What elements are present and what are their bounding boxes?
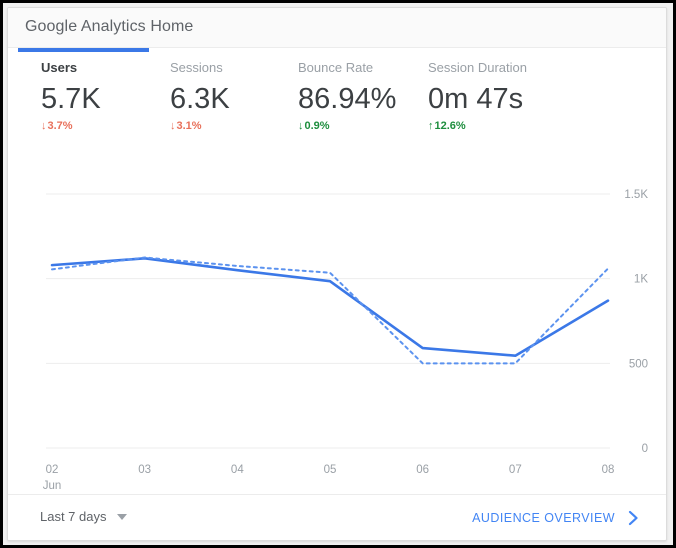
x-axis-tick-label: 07	[509, 464, 522, 476]
y-axis-tick-label: 1.5K	[624, 189, 648, 201]
analytics-card: Google Analytics Home Users 5.7K ↓3.7% Sess…	[7, 7, 667, 541]
audience-overview-label: AUDIENCE OVERVIEW	[472, 511, 615, 525]
y-axis-tick-label: 0	[642, 443, 648, 455]
x-axis-tick-label: 03	[138, 464, 151, 476]
metric-value: 5.7K	[41, 83, 101, 115]
x-axis-tick-label: 02	[46, 464, 59, 476]
metric-delta-value: 0.9%	[304, 120, 330, 132]
audience-overview-link[interactable]: AUDIENCE OVERVIEW	[472, 509, 640, 527]
arrow-down-icon: ↓	[298, 120, 304, 132]
x-axis-month-label: Jun	[43, 480, 62, 492]
metric-label: Session Duration	[428, 60, 527, 75]
chart-series-previous	[51, 256, 609, 365]
date-range-selector[interactable]: Last 7 days	[40, 509, 127, 524]
metric-label: Sessions	[170, 60, 223, 75]
metric-delta: ↓3.7%	[41, 120, 101, 133]
metrics-row: Users 5.7K ↓3.7% Sessions 6.3K ↓3.1% Bounce Ra…	[8, 60, 666, 158]
metric-delta: ↓0.9%	[298, 120, 396, 133]
metric-card-users[interactable]: Users 5.7K ↓3.7%	[41, 60, 101, 133]
y-axis-tick-label: 500	[629, 358, 648, 370]
chevron-right-icon	[627, 509, 640, 527]
x-axis-tick-label: 06	[416, 464, 429, 476]
metric-card-sessions[interactable]: Sessions 6.3K ↓3.1%	[170, 60, 230, 133]
metric-value: 6.3K	[170, 83, 230, 115]
x-axis-tick-label: 08	[602, 464, 615, 476]
metric-value: 86.94%	[298, 83, 397, 115]
metric-delta-value: 3.1%	[176, 120, 202, 132]
y-axis-tick-label: 1K	[634, 274, 648, 286]
metric-delta-value: 3.7%	[47, 120, 73, 132]
metric-value: 0m 47s	[428, 83, 524, 115]
users-line-chart: 1.5K 1K 500 0 02 03 04 05 06 07 08 Jun	[8, 158, 666, 498]
metric-label: Users	[41, 60, 78, 75]
metric-label: Bounce Rate	[298, 60, 374, 75]
x-axis-tick-label: 05	[324, 464, 337, 476]
tab-strip	[8, 48, 666, 54]
card-header: Google Analytics Home	[8, 8, 666, 48]
arrow-down-icon: ↓	[41, 120, 47, 132]
metric-delta: ↓3.1%	[170, 120, 230, 133]
metric-delta: ↑12.6%	[428, 120, 527, 133]
chevron-down-icon	[116, 513, 127, 520]
card-footer: Last 7 days AUDIENCE OVERVIEW	[8, 494, 666, 540]
x-axis-tick-label: 04	[231, 464, 244, 476]
chart-canvas: 1.5K 1K 500 0 02 03 04 05 06 07 08 Jun	[43, 189, 649, 492]
page-title: Google Analytics Home	[25, 18, 194, 35]
active-tab-indicator	[18, 48, 149, 52]
metric-card-bounce-rate[interactable]: Bounce Rate 86.94% ↓0.9%	[298, 60, 396, 133]
metric-delta-value: 12.6%	[434, 120, 466, 132]
date-range-label: Last 7 days	[40, 509, 107, 524]
arrow-down-icon: ↓	[170, 120, 176, 132]
metric-card-session-duration[interactable]: Session Duration 0m 47s ↑12.6%	[428, 60, 527, 133]
arrow-up-icon: ↑	[428, 120, 434, 132]
